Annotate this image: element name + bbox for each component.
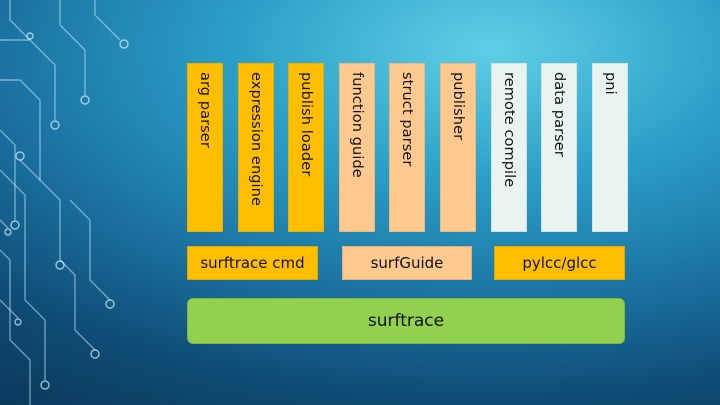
module-label: publisher [450, 72, 466, 141]
group-surftrace-cmd: surftrace cmd [187, 246, 318, 280]
module-struct-parser: struct parser [389, 63, 425, 232]
module-remote-compile: remote compile [491, 63, 527, 232]
module-expression-engine: expression engine [238, 63, 274, 232]
group-pylcc-glcc: pylcc/glcc [494, 246, 625, 280]
group-label: surftrace cmd [200, 254, 305, 272]
module-pni: pni [592, 63, 628, 232]
module-arg-parser: arg parser [187, 63, 223, 232]
module-label: publish loader [298, 72, 314, 177]
module-publish-loader: publish loader [288, 63, 324, 232]
module-label: data parser [551, 72, 567, 157]
circuit-decoration [0, 0, 129, 405]
module-label: expression engine [248, 72, 264, 206]
module-data-parser: data parser [541, 63, 577, 232]
group-label: surfGuide [370, 254, 444, 272]
module-label: remote compile [501, 72, 517, 188]
base-label: surftrace [367, 311, 445, 331]
module-label: function guide [349, 72, 365, 178]
module-publisher: publisher [440, 63, 476, 232]
module-label: arg parser [197, 72, 213, 148]
group-label: pylcc/glcc [522, 254, 597, 272]
module-function-guide: function guide [339, 63, 375, 232]
module-label: pni [602, 72, 618, 95]
group-surfguide: surfGuide [342, 246, 472, 280]
module-label: struct parser [399, 72, 415, 167]
base-surftrace: surftrace [187, 298, 625, 344]
